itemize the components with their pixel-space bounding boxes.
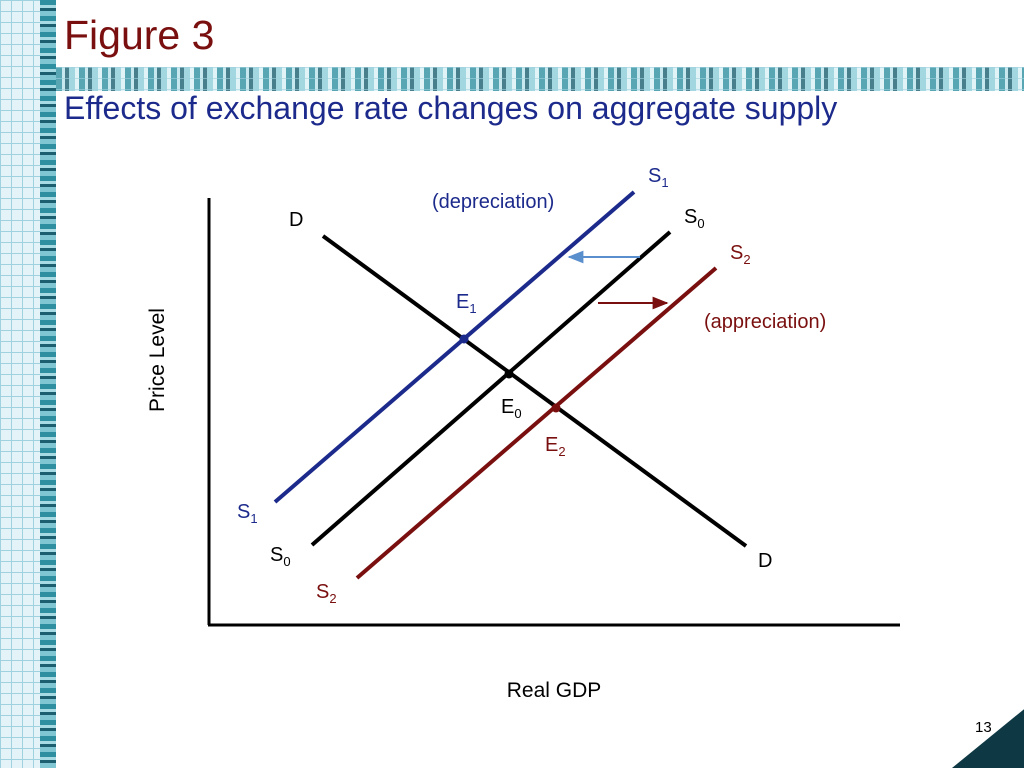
slide-subtitle: Effects of exchange rate changes on aggr… bbox=[64, 90, 838, 126]
appreciation-label: (appreciation) bbox=[704, 311, 826, 333]
s0-label-top: S0 bbox=[684, 206, 705, 231]
x-axis-label: Real GDP bbox=[507, 679, 602, 702]
left-decorative-band bbox=[40, 0, 56, 768]
y-axis-label: Price Level bbox=[146, 308, 169, 412]
s1-label-top: S1 bbox=[648, 165, 669, 190]
top-band-texture bbox=[56, 67, 1024, 91]
demand-label-top: D bbox=[289, 209, 303, 231]
supply-curve-s0 bbox=[310, 230, 672, 547]
e2-label: E2 bbox=[545, 434, 566, 459]
supply-curve-s2 bbox=[355, 266, 718, 580]
equilibrium-point-e1 bbox=[459, 334, 469, 344]
depreciation-label: (depreciation) bbox=[432, 191, 554, 213]
s2-label-top: S2 bbox=[730, 242, 751, 267]
demand-curve bbox=[321, 234, 748, 548]
e1-label: E1 bbox=[456, 291, 477, 316]
s0-label-bottom: S0 bbox=[270, 544, 291, 569]
page-number: 13 bbox=[975, 719, 992, 736]
s2-label-bottom: S2 bbox=[316, 581, 337, 606]
slide-title: Figure 3 bbox=[64, 12, 215, 58]
e0-label: E0 bbox=[501, 396, 522, 421]
equilibrium-point-e0 bbox=[504, 369, 514, 379]
s1-label-bottom: S1 bbox=[237, 501, 258, 526]
supply-curve-s1 bbox=[273, 190, 636, 504]
demand-label-bottom: D bbox=[758, 550, 772, 572]
equilibrium-point-e2 bbox=[551, 403, 561, 413]
